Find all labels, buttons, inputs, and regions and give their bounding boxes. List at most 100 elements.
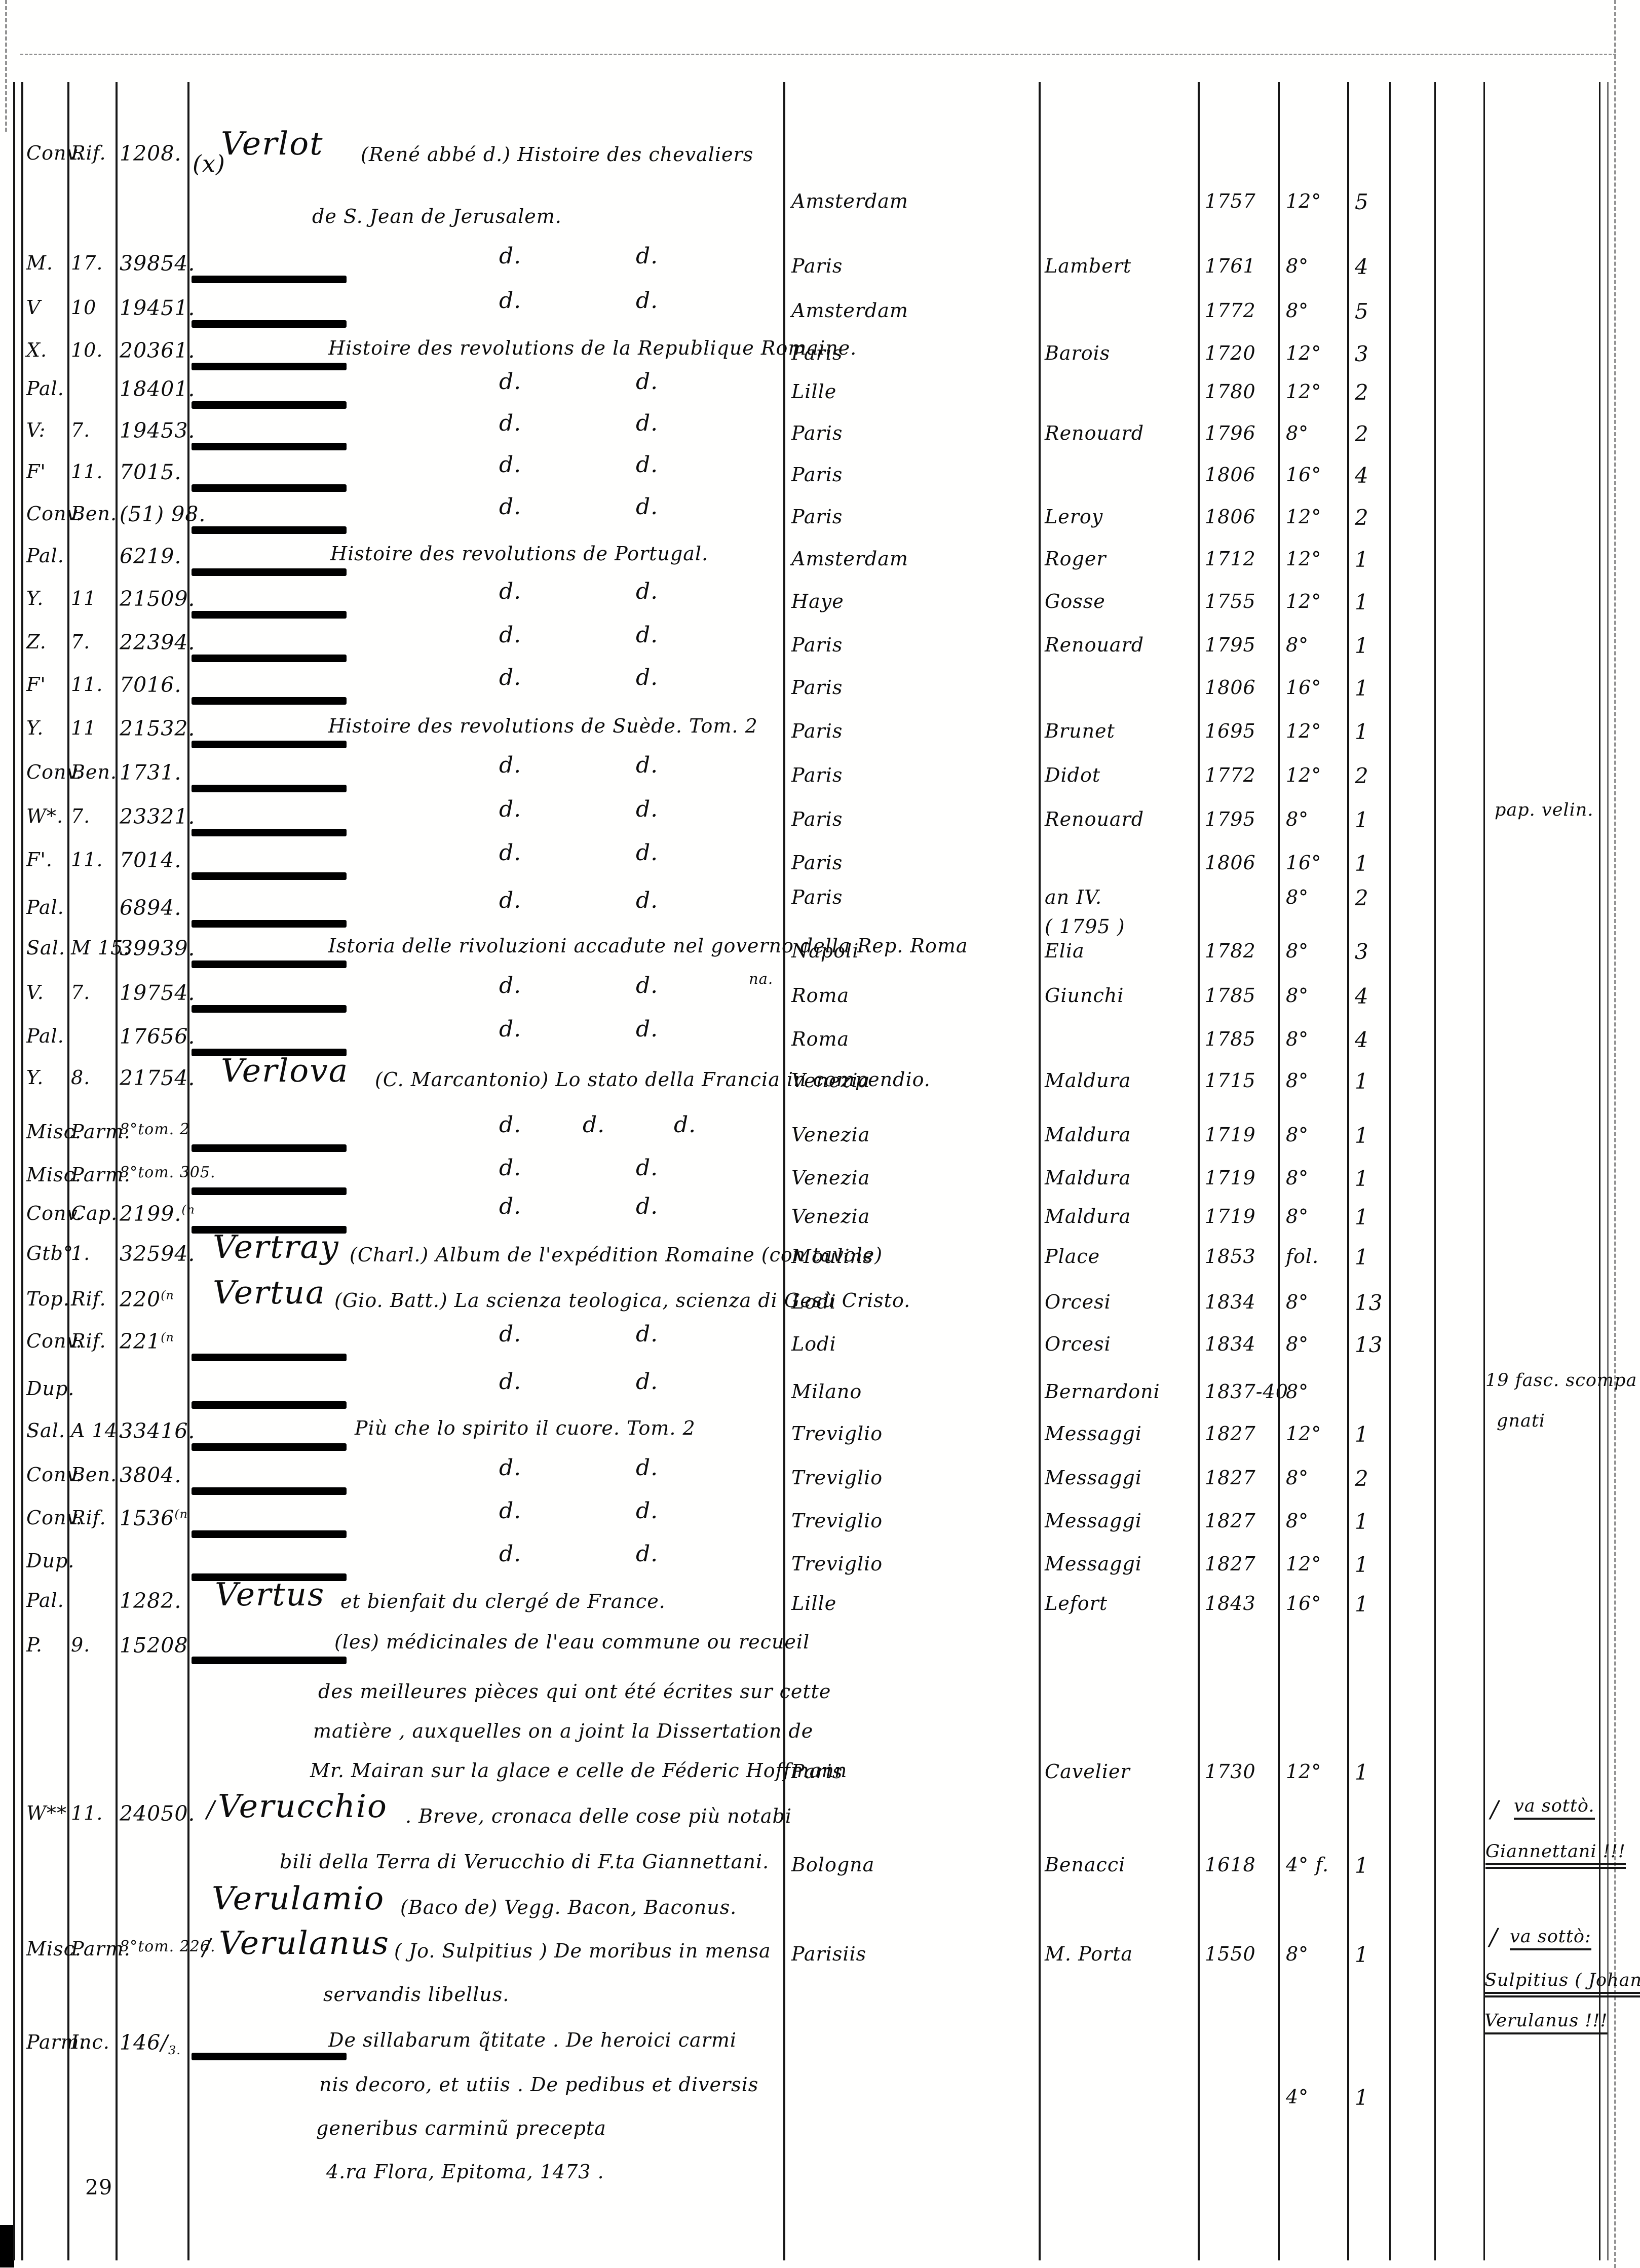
copies-cell: 2 — [1355, 421, 1369, 446]
publisher-cell: M. Porta — [1045, 1943, 1133, 1965]
catalog-number: 21509. — [120, 587, 196, 611]
shelf-mark: Y. — [26, 717, 44, 739]
catalog-number: 23321. — [120, 804, 196, 829]
format-cell: 8° — [1286, 1205, 1309, 1227]
shelf-mark: Conv. — [26, 1507, 83, 1529]
format-cell: 8° — [1286, 1167, 1309, 1189]
copies-cell: 1 — [1355, 2085, 1369, 2110]
margin-note: 19 fasc. scompa — [1485, 1370, 1637, 1391]
place-cell: Paris — [791, 464, 843, 486]
format-cell: 8° — [1286, 1124, 1309, 1146]
format-cell: 8° — [1286, 634, 1309, 656]
ditto-mark: d. — [636, 1155, 659, 1181]
ditto-mark: d. — [636, 1455, 659, 1481]
place-cell: Paris — [791, 852, 843, 874]
format-cell: 8° — [1286, 255, 1309, 277]
ditto-mark: d. — [583, 1112, 605, 1138]
shelf-mark: V. — [26, 981, 44, 1004]
collection-mark: 17. — [71, 252, 103, 274]
format-cell: 8° — [1286, 299, 1309, 322]
catalog-number: 20361. — [120, 338, 196, 363]
entry-title-text: De sillabarum q̃titate . De heroici carm… — [328, 2029, 737, 2051]
copies-cell: 2 — [1355, 886, 1369, 910]
margin-note: Sulpitius ( Johannes ), — [1484, 1972, 1640, 1997]
shelf-mark: Y. — [26, 1066, 44, 1089]
catalog-number: 7016. — [120, 673, 182, 697]
format-cell: 12° — [1286, 590, 1322, 612]
catalog-number: 1282. — [120, 1589, 182, 1613]
ditto-mark: d. — [499, 288, 522, 314]
column-rule — [1483, 82, 1485, 2260]
entry-title-text: / — [207, 1795, 215, 1823]
copies-cell: 5 — [1355, 189, 1369, 214]
place-cell: Paris — [791, 886, 843, 908]
ditto-mark: d. — [636, 665, 659, 690]
entry-title-text: (x) — [193, 150, 225, 177]
place-cell: Bologna — [791, 1854, 875, 1876]
catalog-number: 8°tom. 226. — [120, 1938, 216, 1955]
ditto-dash-line — [192, 1144, 347, 1152]
column-rule — [1347, 82, 1349, 2260]
ditto-mark: d. — [499, 494, 522, 520]
entry-title-text: servandis libellus. — [323, 1983, 510, 2006]
shelf-mark: Conv. — [26, 503, 83, 525]
place-cell: Napoli — [791, 940, 859, 962]
place-cell: Venezia — [791, 1205, 870, 1227]
ditto-dash-line — [192, 484, 347, 492]
shelf-mark: Conv. — [26, 1464, 83, 1486]
copies-cell: 13 — [1355, 1290, 1383, 1315]
ditto-dash-line — [192, 401, 347, 409]
format-cell: 8° — [1286, 1510, 1309, 1532]
shelf-mark: Gtb°. — [26, 1242, 81, 1264]
catalog-number: 24050. — [120, 1801, 196, 1826]
shelf-mark: Parm. — [26, 2031, 86, 2053]
place-cell: Roma — [791, 1028, 850, 1050]
collection-mark: 11 — [71, 717, 97, 739]
place-cell: Parisiis — [791, 1943, 867, 1965]
place-cell: Paris — [791, 720, 843, 742]
place-cell: Treviglio — [791, 1423, 883, 1445]
ditto-dash-line — [192, 1443, 347, 1451]
publisher-cell: Renouard — [1045, 422, 1145, 444]
entry-title-text: ( Jo. Sulpitius ) De moribus in mensa — [394, 1940, 771, 1962]
ditto-dash-line — [192, 655, 347, 662]
collection-mark: Rif. — [71, 142, 106, 164]
ditto-mark: d. — [636, 1369, 659, 1395]
catalog-number: 7014. — [120, 848, 182, 872]
place-cell: Treviglio — [791, 1510, 883, 1532]
publisher-cell: Giunchi — [1045, 984, 1124, 1007]
copies-cell: 1 — [1355, 1592, 1369, 1617]
year-cell: 1827 — [1205, 1467, 1256, 1489]
collection-mark: Rif. — [71, 1330, 106, 1352]
collection-mark: 11. — [71, 849, 103, 871]
catalog-number: 221(n — [120, 1329, 174, 1354]
copies-cell: 1 — [1355, 851, 1369, 876]
publisher-cell: Leroy — [1045, 506, 1103, 528]
entry-title-text: Mr. Mairan sur la glace e celle de Féder… — [310, 1759, 848, 1782]
publisher-cell: Orcesi — [1045, 1333, 1111, 1355]
copies-cell: 1 — [1355, 547, 1369, 572]
ditto-mark: d. — [636, 888, 659, 913]
ditto-dash-line — [192, 276, 347, 283]
shelf-mark: V: — [26, 419, 46, 441]
format-cell: 16° — [1286, 464, 1322, 486]
catalog-number: 3804. — [120, 1463, 182, 1487]
column-rule — [13, 82, 15, 2260]
column-rule — [1389, 82, 1391, 2260]
shelf-mark: Misc. — [26, 1938, 82, 1960]
ditto-mark: d. — [499, 622, 522, 648]
format-cell: 12° — [1286, 342, 1322, 364]
column-rule — [1039, 82, 1041, 2260]
copies-cell: 1 — [1355, 1245, 1369, 1270]
format-cell: 12° — [1286, 190, 1322, 212]
copies-cell: 1 — [1355, 808, 1369, 832]
column-rule — [1278, 82, 1280, 2260]
collection-mark: 11. — [71, 460, 103, 483]
catalog-number: 15208 — [120, 1633, 188, 1658]
ditto-mark: d. — [636, 1498, 659, 1524]
shelf-mark: F' — [26, 460, 46, 483]
entry-title-text: . Breve, cronaca delle cose più notabi — [405, 1805, 792, 1827]
ditto-mark: d. — [636, 243, 659, 269]
year-cell: 1761 — [1205, 255, 1256, 277]
publisher-cell: Messaggi — [1045, 1467, 1142, 1489]
